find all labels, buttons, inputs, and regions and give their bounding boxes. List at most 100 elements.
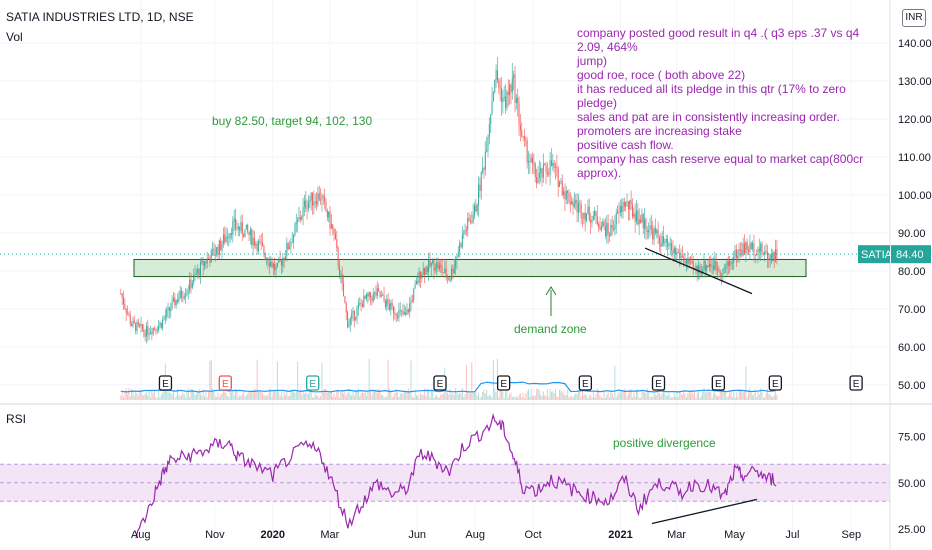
- candle-body: [748, 249, 750, 253]
- volume-bar: [429, 397, 431, 400]
- volume-bar: [700, 395, 702, 400]
- earnings-marker[interactable]: [218, 375, 232, 391]
- rsi-label: RSI: [6, 412, 27, 426]
- earnings-marker[interactable]: [433, 375, 447, 391]
- candle-body: [275, 267, 277, 271]
- volume-bar: [714, 390, 716, 400]
- candle-body: [193, 275, 195, 283]
- candle-body: [133, 320, 135, 323]
- volume-bar: [699, 397, 701, 400]
- candle-body: [384, 300, 386, 307]
- candle-body: [750, 243, 752, 250]
- candle-body: [773, 252, 775, 261]
- earnings-marker-label: E: [655, 379, 662, 390]
- candle-body: [623, 202, 625, 207]
- candle-body: [625, 202, 627, 207]
- volume-bar: [452, 392, 454, 400]
- volume-bar: [182, 392, 184, 400]
- candle-body: [191, 282, 193, 288]
- candle-body: [727, 261, 729, 267]
- candle-body: [355, 316, 357, 320]
- volume-bar: [653, 392, 655, 400]
- candle-body: [754, 254, 756, 256]
- candle-body: [424, 268, 426, 275]
- earnings-marker[interactable]: [849, 375, 863, 391]
- volume-bar: [472, 391, 474, 400]
- earnings-marker[interactable]: [711, 375, 725, 391]
- candle-body: [579, 203, 581, 205]
- candle-body: [618, 211, 620, 213]
- volume-bar: [634, 396, 636, 400]
- candle-body: [491, 101, 493, 115]
- candle-body: [255, 243, 257, 246]
- candle-body: [137, 322, 139, 325]
- volume-bar: [205, 392, 207, 400]
- volume-bar: [615, 397, 617, 400]
- candle-body: [160, 322, 162, 328]
- volume-bar: [306, 393, 308, 400]
- candle-body: [515, 97, 517, 103]
- candle-body: [594, 211, 596, 217]
- earnings-marker[interactable]: [578, 375, 592, 391]
- earnings-marker[interactable]: [651, 375, 666, 391]
- candle-body: [671, 243, 673, 251]
- candle-body: [484, 151, 486, 170]
- volume-bar: [283, 391, 285, 400]
- candle-body: [420, 271, 421, 279]
- candle-body: [383, 295, 385, 301]
- volume-bar: [291, 389, 293, 400]
- volume-bar: [552, 391, 554, 400]
- volume-bar: [684, 393, 686, 400]
- volume-bar: [769, 394, 771, 400]
- earnings-marker[interactable]: [306, 375, 320, 391]
- candle-body: [721, 274, 723, 276]
- volume-bar: [264, 395, 266, 400]
- candle-body: [687, 260, 689, 264]
- volume-bar: [131, 388, 133, 400]
- volume-bar: [538, 390, 540, 400]
- candle-body: [251, 229, 253, 246]
- rsi-tick-label: 25.00: [898, 524, 926, 536]
- time-tick-label: Aug: [131, 529, 151, 541]
- candle-body: [495, 69, 497, 81]
- candle-body: [650, 225, 652, 229]
- candle-body: [398, 310, 400, 318]
- candle-body: [333, 228, 335, 234]
- volume-bar: [749, 388, 751, 400]
- demand-zone-box[interactable]: [133, 258, 807, 278]
- volume-bar: [399, 393, 401, 400]
- volume-bar: [141, 394, 143, 400]
- earnings-marker[interactable]: [496, 375, 511, 391]
- currency-button[interactable]: INR: [902, 9, 926, 27]
- volume-bar: [411, 396, 413, 400]
- candle-body: [765, 251, 767, 253]
- candle-body: [464, 229, 466, 234]
- candle-body: [163, 318, 165, 320]
- volume-bar: [556, 396, 558, 400]
- volume-bar: [270, 388, 272, 400]
- candle-body: [615, 212, 617, 225]
- earnings-marker[interactable]: [158, 375, 173, 391]
- earnings-marker[interactable]: [768, 375, 782, 391]
- volume-bar: [239, 395, 241, 400]
- time-tick-label: Oct: [525, 529, 542, 541]
- volume-bar: [220, 394, 222, 400]
- candle-body: [580, 204, 582, 219]
- volume-bar: [252, 389, 254, 400]
- candle-body: [502, 97, 504, 103]
- candle-body: [699, 265, 701, 274]
- volume-bar: [156, 397, 158, 400]
- volume-bar: [144, 393, 146, 400]
- volume-bar: [776, 394, 778, 400]
- candle-body: [297, 219, 299, 223]
- candle-body: [681, 255, 683, 258]
- volume-bar: [154, 390, 156, 400]
- candle-body: [167, 307, 169, 310]
- volume-bar: [469, 393, 471, 400]
- candle-body: [316, 201, 318, 205]
- volume-bar: [375, 388, 377, 400]
- volume-bar: [707, 388, 709, 400]
- volume-bar: [519, 393, 521, 400]
- volume-bar: [525, 393, 527, 400]
